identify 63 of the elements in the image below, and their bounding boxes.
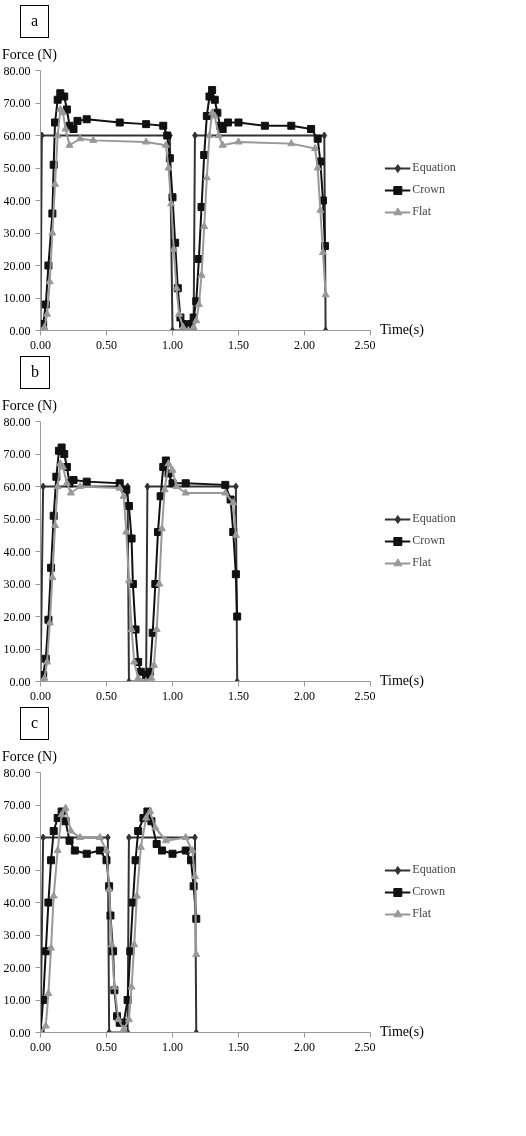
x-tick-label: 1.00 (162, 337, 183, 352)
x-tick-label: 0.00 (30, 337, 51, 352)
legend-label: Crown (412, 884, 446, 900)
chart-title: b (31, 361, 39, 382)
legend-label: Crown (412, 533, 446, 549)
y-tick-label: 20.00 (3, 960, 31, 975)
y-tick-label: 70.00 (3, 95, 31, 110)
x-tick-label: 0.00 (30, 1039, 51, 1054)
legend-label: Equation (412, 160, 456, 176)
y-tick-label: 40.00 (3, 193, 31, 208)
y-axis-title: Force (N) (2, 396, 57, 415)
legend-label: Flat (412, 204, 432, 220)
x-tick-label: 1.50 (228, 1039, 249, 1054)
x-tick-label: 2.00 (294, 688, 315, 703)
y-tick-label: 80.00 (3, 63, 31, 78)
y-tick-label: 80.00 (3, 765, 31, 780)
y-tick-label: 0.00 (9, 674, 31, 689)
x-tick-label: 0.50 (96, 337, 117, 352)
x-axis-title: Time(s) (380, 671, 424, 690)
y-tick-label: 20.00 (3, 258, 31, 273)
y-tick-label: 70.00 (3, 446, 31, 461)
y-tick-label: 30.00 (3, 927, 31, 942)
legend-label: Equation (412, 511, 456, 527)
y-tick-label: 40.00 (3, 895, 31, 910)
x-tick-label: 0.50 (96, 1039, 117, 1054)
y-tick-label: 70.00 (3, 797, 31, 812)
y-tick-label: 50.00 (3, 862, 31, 877)
chart-title: c (31, 712, 39, 733)
x-axis-title: Time(s) (380, 320, 424, 339)
legend-label: Flat (412, 555, 432, 571)
x-tick-label: 2.00 (294, 337, 315, 352)
x-tick-label: 1.00 (162, 688, 183, 703)
x-tick-label: 2.50 (354, 1039, 376, 1054)
x-axis-title: Time(s) (380, 1022, 424, 1041)
x-tick-label: 1.00 (162, 1039, 183, 1054)
x-tick-label: 0.50 (96, 688, 117, 703)
y-tick-label: 10.00 (3, 641, 31, 656)
x-tick-label: 2.00 (294, 1039, 315, 1054)
y-tick-label: 30.00 (3, 225, 31, 240)
y-tick-label: 50.00 (3, 160, 31, 175)
y-axis-title: Force (N) (2, 45, 57, 64)
y-tick-label: 30.00 (3, 576, 31, 591)
y-tick-label: 10.00 (3, 992, 31, 1007)
x-tick-label: 2.50 (354, 337, 376, 352)
x-tick-label: 2.50 (354, 688, 376, 703)
y-tick-label: 10.00 (3, 290, 31, 305)
y-tick-label: 20.00 (3, 609, 31, 624)
y-axis-title: Force (N) (2, 747, 57, 766)
legend-label: Crown (412, 182, 446, 198)
y-tick-label: 60.00 (3, 128, 31, 143)
x-tick-label: 1.50 (228, 337, 249, 352)
legend-label: Equation (412, 862, 456, 878)
y-tick-label: 60.00 (3, 479, 31, 494)
y-tick-label: 0.00 (9, 1025, 31, 1040)
legend-label: Flat (412, 906, 432, 922)
y-tick-label: 60.00 (3, 830, 31, 845)
x-tick-label: 0.00 (30, 688, 51, 703)
y-tick-label: 40.00 (3, 544, 31, 559)
y-tick-label: 80.00 (3, 414, 31, 429)
x-tick-label: 1.50 (228, 688, 249, 703)
chart-title: a (31, 11, 39, 31)
y-tick-label: 0.00 (9, 323, 31, 338)
y-tick-label: 50.00 (3, 511, 31, 526)
